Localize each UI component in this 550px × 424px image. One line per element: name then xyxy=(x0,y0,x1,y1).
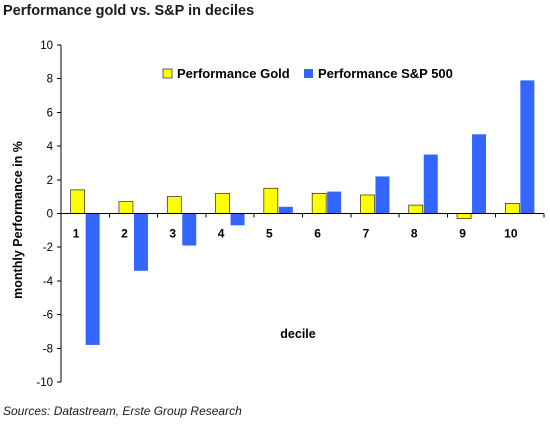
bar-gold xyxy=(263,187,279,214)
bar-gold xyxy=(215,192,230,214)
bars xyxy=(70,80,535,345)
chart-title: Performance gold vs. S&P in deciles xyxy=(3,3,255,19)
bar-gold xyxy=(456,213,472,219)
y-tick-label: -6 xyxy=(43,310,53,322)
y-axis-title: monthly Performance in % xyxy=(11,141,25,299)
bar-gold xyxy=(166,196,182,214)
y-tick-label: -10 xyxy=(36,377,53,389)
legend-swatch xyxy=(162,68,173,79)
category-label: 9 xyxy=(459,227,466,241)
y-tick-label: -2 xyxy=(43,242,53,254)
source-note: Sources: Datastream, Erste Group Researc… xyxy=(3,404,242,418)
legend: Performance Gold Performance S&P 500 xyxy=(162,66,453,81)
x-axis-title: decile xyxy=(280,327,315,341)
bar-sp500 xyxy=(423,154,438,214)
category-label: 10 xyxy=(504,227,518,241)
y-axis: -10 -8 -6 -4 -2 0 2 4 6 8 10 xyxy=(36,40,62,389)
bar-sp500 xyxy=(375,176,390,214)
y-tick-label: 10 xyxy=(40,40,53,52)
bar-gold xyxy=(408,204,424,214)
bar-sp500 xyxy=(230,213,245,226)
category-label: 1 xyxy=(73,227,80,241)
y-tick-label: 6 xyxy=(47,107,53,119)
bar-gold xyxy=(70,189,85,214)
category-label: 5 xyxy=(266,227,273,241)
legend-label: Performance Gold xyxy=(177,66,290,81)
y-tick-label: 2 xyxy=(47,175,53,187)
bar-gold xyxy=(360,194,375,214)
y-tick-label: 0 xyxy=(47,209,53,221)
bar-gold xyxy=(118,201,134,214)
category-label: 3 xyxy=(169,227,176,241)
bar-gold xyxy=(505,203,520,214)
bar-sp500 xyxy=(278,206,293,214)
category-label: 4 xyxy=(218,227,225,241)
x-axis xyxy=(60,213,545,218)
y-tick-label: 4 xyxy=(47,141,54,153)
bar-sp500 xyxy=(472,134,487,214)
bar-gold xyxy=(311,192,327,214)
category-labels: 1 2 3 4 5 6 7 8 9 10 xyxy=(73,227,518,241)
y-tick-label: -8 xyxy=(43,343,53,355)
bar-sp500 xyxy=(182,213,197,246)
category-label: 7 xyxy=(363,227,370,241)
category-label: 8 xyxy=(411,227,418,241)
category-label: 2 xyxy=(121,227,128,241)
legend-label: Performance S&P 500 xyxy=(318,66,453,81)
bar-sp500 xyxy=(327,191,342,214)
bar-sp500 xyxy=(133,213,148,271)
legend-swatch xyxy=(304,69,313,78)
category-label: 6 xyxy=(314,227,321,241)
bar-sp500 xyxy=(520,80,535,214)
y-tick-label: 8 xyxy=(47,74,53,86)
bar-sp500 xyxy=(85,213,100,345)
y-tick-label: -4 xyxy=(43,276,54,288)
